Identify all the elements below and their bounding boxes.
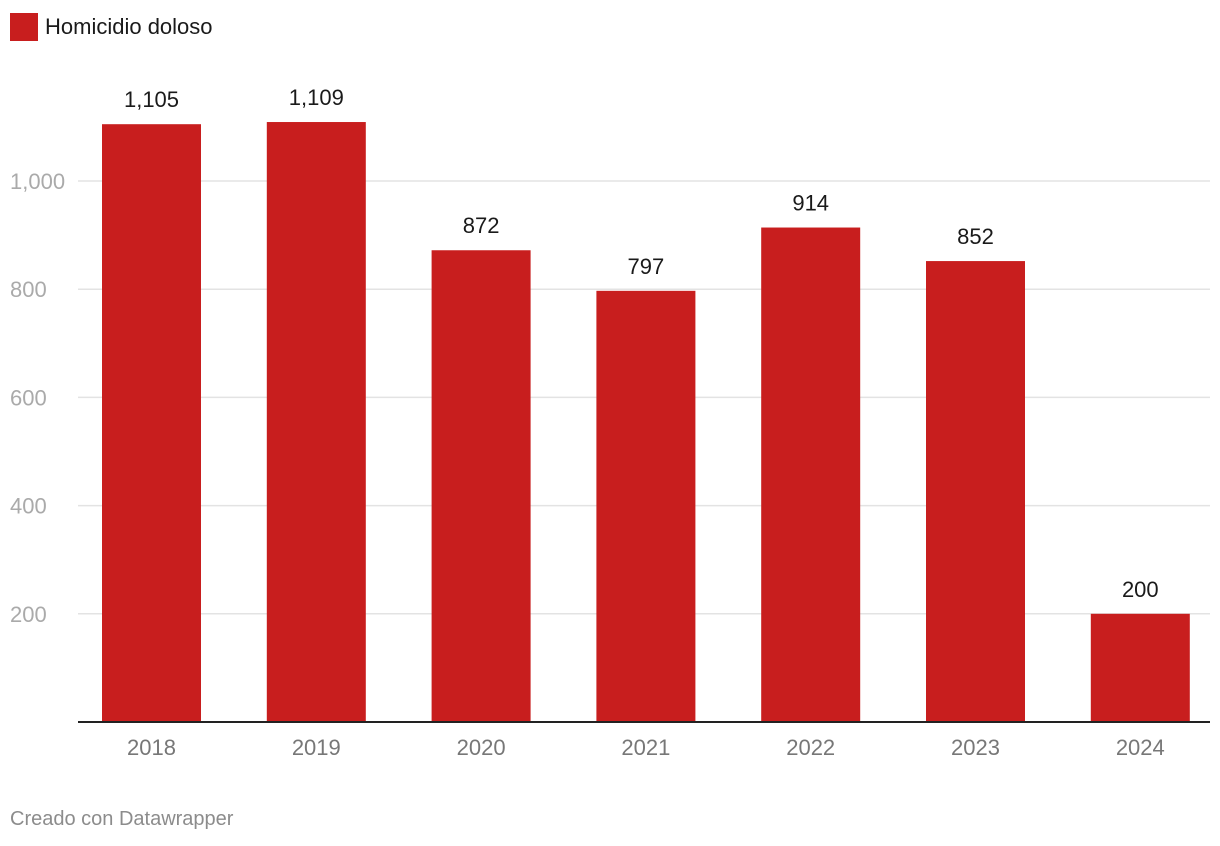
bar-2018 (102, 124, 201, 722)
y-axis-ticks: 200 400 600 800 1,000 (10, 169, 65, 627)
x-axis-ticks: 2018 2019 2020 2021 2022 2023 2024 (127, 735, 1165, 760)
y-tick-label: 400 (10, 494, 47, 519)
bars (102, 122, 1190, 723)
x-tick-label-2019: 2019 (292, 735, 341, 760)
y-tick-label: 200 (10, 602, 47, 627)
footer-credit: Creado con Datawrapper (10, 808, 234, 830)
bar-2024 (1090, 613, 1190, 722)
value-label-2022: 914 (792, 191, 829, 216)
value-label-2024: 200 (1122, 577, 1159, 602)
legend: Homicidio doloso (10, 12, 213, 42)
y-tick-label: 1,000 (10, 169, 65, 194)
value-label-2019: 1,109 (289, 85, 344, 110)
bar-2022 (761, 227, 861, 722)
y-tick-label: 800 (10, 277, 47, 302)
x-tick-label-2018: 2018 (127, 735, 176, 760)
value-label-2023: 852 (957, 224, 994, 249)
x-tick-label-2022: 2022 (786, 735, 835, 760)
value-label-2021: 797 (628, 254, 665, 279)
y-tick-label: 600 (10, 385, 47, 410)
bar-2020 (431, 250, 531, 723)
legend-swatch (10, 13, 38, 41)
x-tick-label-2021: 2021 (621, 735, 670, 760)
value-labels: 1,105 1,109 872 797 914 852 200 (124, 85, 1159, 602)
x-tick-label-2023: 2023 (951, 735, 1000, 760)
legend-label: Homicidio doloso (45, 14, 213, 39)
x-tick-label-2020: 2020 (457, 735, 506, 760)
value-label-2020: 872 (463, 213, 500, 238)
bar-2019 (266, 122, 366, 722)
x-tick-label-2024: 2024 (1116, 735, 1165, 760)
bar-2021 (596, 290, 696, 722)
bar-2023 (926, 261, 1025, 722)
value-label-2018: 1,105 (124, 87, 179, 112)
